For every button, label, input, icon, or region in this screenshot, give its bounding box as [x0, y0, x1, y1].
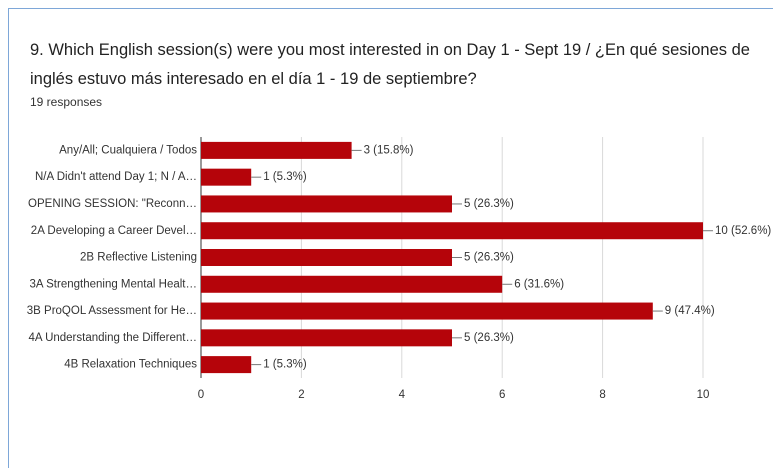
- bar: [201, 275, 503, 293]
- x-tick-label: 4: [399, 389, 406, 401]
- bar: [201, 356, 252, 374]
- data-label: 10 (52.6%): [715, 225, 771, 237]
- data-label: 9 (47.4%): [665, 305, 715, 317]
- x-tick-label: 10: [697, 389, 710, 401]
- y-tick-label: 2A Developing a Career Devel…: [31, 225, 197, 237]
- data-label: 1 (5.3%): [263, 359, 307, 371]
- y-tick-label: N/A Didn't attend Day 1; N / A…: [35, 171, 197, 183]
- data-label: 5 (26.3%): [464, 332, 514, 344]
- x-tick-label: 8: [599, 389, 605, 401]
- y-tick-label: 4A Understanding the Different…: [28, 332, 197, 344]
- chart-title: 9. Which English session(s) were you mos…: [30, 41, 750, 88]
- bar: [201, 222, 703, 240]
- bar: [201, 302, 653, 320]
- y-tick-label: 3B ProQOL Assessment for He…: [27, 305, 197, 317]
- chart: 0 2 4 6 8 10 Any/All; Cualquiera / Todos 3 (15.…: [27, 137, 771, 401]
- y-tick-label: 3A Strengthening Mental Healt…: [30, 278, 198, 290]
- data-label: 5 (26.3%): [464, 198, 514, 210]
- bar: [201, 195, 452, 213]
- data-label: 6 (31.6%): [514, 278, 564, 290]
- y-tick-label: 2B Reflective Listening: [80, 252, 197, 264]
- data-label: 1 (5.3%): [263, 171, 307, 183]
- bar: [201, 329, 452, 347]
- bar: [201, 141, 352, 159]
- page: 9. Which English session(s) were you mos…: [8, 8, 773, 468]
- x-tick-label: 2: [298, 389, 304, 401]
- card: [8, 8, 773, 468]
- bar: [201, 249, 452, 266]
- y-tick-label: OPENING SESSION: "Reconn…: [28, 198, 197, 210]
- y-tick-label: 4B Relaxation Techniques: [64, 359, 197, 371]
- x-tick-label: 6: [499, 389, 505, 401]
- data-label: 3 (15.8%): [364, 144, 414, 156]
- data-label: 5 (26.3%): [464, 252, 514, 264]
- x-tick-label: 0: [198, 389, 204, 401]
- bar: [201, 168, 252, 186]
- subtitle: 19 responses: [30, 95, 103, 109]
- y-tick-label: Any/All; Cualquiera / Todos: [59, 144, 197, 156]
